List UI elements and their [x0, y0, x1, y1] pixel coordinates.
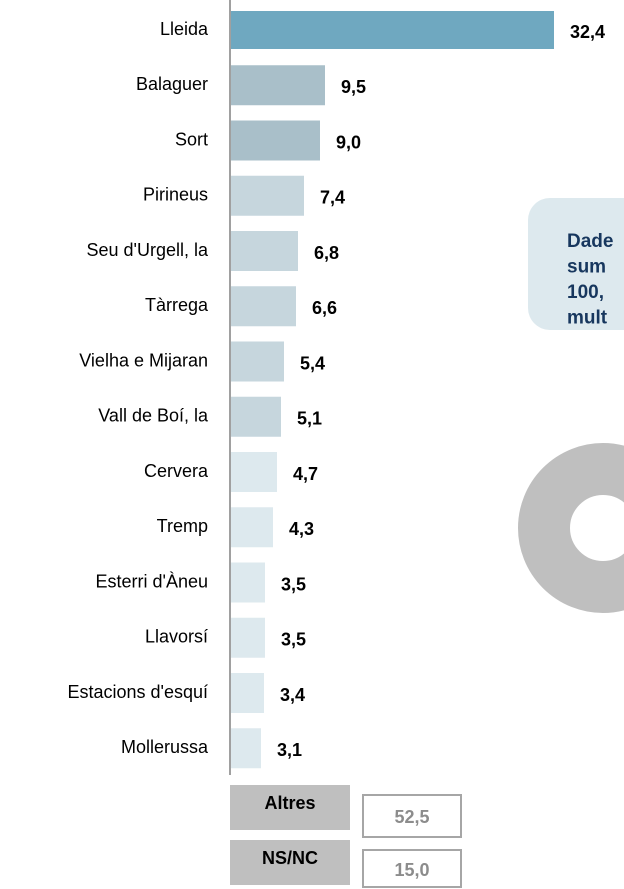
value-label: 3,5 [281, 630, 306, 650]
category-label: Seu d'Urgell, la [87, 240, 209, 260]
category-label: Sort [175, 129, 208, 149]
category-label: Cervera [144, 461, 209, 481]
value-label: 7,4 [320, 188, 345, 208]
value-label: 3,5 [281, 574, 306, 594]
category-label: Pirineus [143, 185, 208, 205]
bar [231, 231, 298, 271]
others-value: 15,0 [394, 860, 429, 880]
value-label: 9,0 [336, 132, 361, 152]
bar [231, 452, 277, 492]
category-label: Esterri d'Àneu [96, 571, 209, 591]
value-label: 32,4 [570, 22, 605, 42]
bar [231, 617, 265, 658]
value-label: 6,8 [314, 243, 339, 263]
donut [518, 443, 624, 613]
bar [231, 65, 325, 106]
value-label: 5,4 [300, 353, 325, 373]
others-label: NS/NC [262, 848, 318, 868]
others-label-box [230, 785, 350, 830]
category-label: Lleida [160, 19, 209, 39]
category-label: Vall de Boí, la [98, 406, 209, 426]
bar [231, 341, 284, 382]
others-label: Altres [264, 793, 315, 813]
category-label: Vielha e Mijaran [79, 350, 208, 370]
bar [231, 120, 320, 161]
note-text: sum [567, 257, 606, 278]
value-label: 6,6 [312, 298, 337, 318]
category-label: Estacions d'esquí [67, 682, 208, 702]
bar [231, 562, 265, 603]
value-label: 9,5 [341, 77, 366, 97]
bar [231, 286, 296, 327]
bar [231, 175, 304, 216]
value-label: 5,1 [297, 409, 322, 429]
note-text: mult [567, 308, 608, 329]
bar [231, 673, 264, 713]
category-label: Llavorsí [145, 627, 208, 647]
note-text: Dade [567, 231, 613, 252]
category-label: Balaguer [136, 74, 208, 94]
value-label: 4,3 [289, 519, 314, 539]
others-value-box [362, 849, 462, 888]
category-label: Tremp [157, 516, 208, 536]
note-text: 100, [567, 282, 604, 303]
category-label: Tàrrega [145, 295, 209, 315]
others-value: 52,5 [394, 807, 429, 827]
bar [231, 507, 273, 548]
value-label: 3,1 [277, 740, 302, 760]
others-value-box [362, 794, 462, 838]
bar [231, 396, 281, 437]
bar [231, 728, 261, 769]
value-label: 3,4 [280, 685, 305, 705]
value-label: 4,7 [293, 464, 318, 484]
note-box [528, 198, 624, 330]
bar [231, 11, 554, 49]
category-label: Mollerussa [121, 737, 209, 757]
others-label-box [230, 840, 350, 885]
